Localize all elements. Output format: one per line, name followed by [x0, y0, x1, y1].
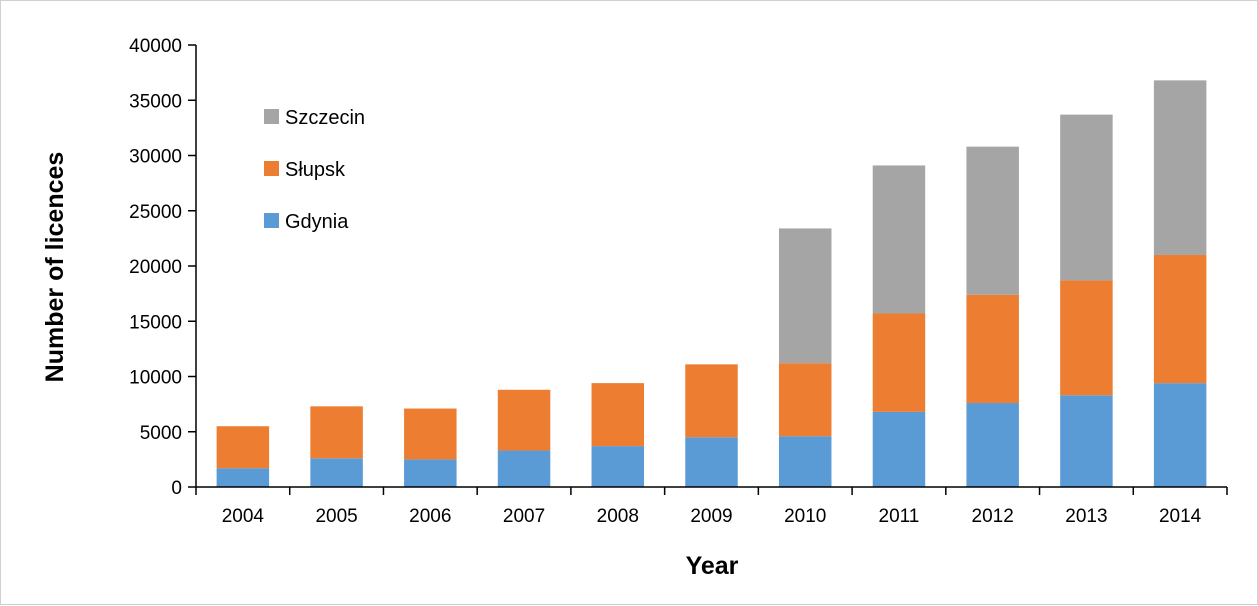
bar-słupsk-2010: [778, 363, 832, 437]
bar-słupsk-2004: [216, 426, 270, 469]
bar-szczecin-2013: [1060, 114, 1113, 281]
bar-gdynia-2008: [591, 446, 645, 487]
bar-szczecin-2012: [966, 146, 1019, 295]
bar-gdynia-2006: [404, 459, 457, 487]
bar-szczecin-2014: [1153, 80, 1207, 255]
x-tick-label: 2010: [784, 506, 826, 527]
bar-gdynia-2004: [216, 468, 270, 487]
y-tick-label: 5000: [140, 423, 182, 444]
legend-swatch: [264, 161, 279, 176]
y-ticks-group: 0 5000 10000 15000 20000 25000 30000 35000 40000: [129, 36, 196, 499]
bar-słupsk-2011: [872, 313, 926, 412]
y-tick-label: 40000: [129, 36, 182, 57]
y-tick-label: 20000: [129, 257, 182, 278]
y-tick-label: 35000: [129, 91, 182, 112]
bar-szczecin-2010: [778, 228, 832, 364]
x-tick-label: 2013: [1065, 506, 1107, 527]
x-tick-label: 2005: [315, 506, 357, 527]
bar-słupsk-2006: [404, 408, 457, 460]
legend-swatch: [264, 109, 279, 124]
x-tick-label: 2012: [972, 506, 1014, 527]
bars-group: [216, 80, 1207, 487]
legend-label: Szczecin: [285, 107, 365, 129]
x-tick-label: 2014: [1159, 506, 1202, 527]
bar-gdynia-2009: [685, 437, 738, 487]
bar-słupsk-2008: [591, 383, 645, 447]
x-tick-label: 2011: [879, 506, 920, 527]
x-tick-label: 2009: [690, 506, 732, 527]
y-tick-label: 0: [171, 478, 182, 499]
bar-słupsk-2009: [685, 364, 738, 438]
x-ticks-group: 2004 2005 2006 2007 2008 2009 2010 2011 2012 2013…: [195, 487, 1228, 527]
bar-gdynia-2012: [966, 403, 1019, 487]
legend-label: Słupsk: [285, 159, 346, 181]
y-tick-label: 15000: [129, 312, 182, 333]
x-tick-label: 2004: [222, 506, 265, 527]
bar-gdynia-2010: [778, 436, 832, 487]
bar-słupsk-2014: [1153, 254, 1207, 384]
bar-słupsk-2012: [966, 294, 1019, 404]
bar-gdynia-2007: [497, 450, 551, 487]
y-tick-label: 30000: [129, 147, 182, 168]
legend-label: Gdynia: [285, 211, 349, 233]
x-axis-title: Year: [686, 552, 739, 580]
bar-słupsk-2013: [1060, 280, 1113, 396]
bar-szczecin-2011: [872, 165, 926, 314]
legend: Szczecin Słupsk Gdynia: [264, 107, 365, 233]
bar-gdynia-2013: [1060, 395, 1113, 487]
bar-słupsk-2005: [310, 406, 363, 459]
x-tick-label: 2006: [409, 506, 451, 527]
x-tick-label: 2008: [597, 506, 639, 527]
y-tick-label: 10000: [129, 368, 182, 389]
y-axis-title: Number of licences: [41, 152, 69, 383]
bar-słupsk-2007: [497, 389, 551, 451]
bar-gdynia-2011: [872, 411, 926, 487]
legend-swatch: [264, 213, 279, 228]
bar-gdynia-2005: [310, 458, 363, 487]
y-tick-label: 25000: [129, 202, 182, 223]
bar-gdynia-2014: [1153, 383, 1207, 487]
x-tick-label: 2007: [503, 506, 545, 527]
